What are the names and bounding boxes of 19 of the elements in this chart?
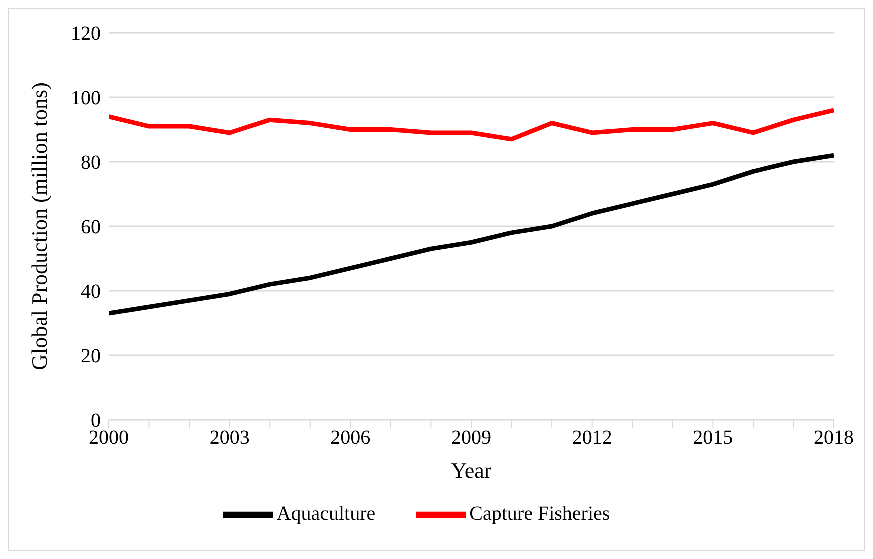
y-tick-label: 20 (81, 346, 101, 368)
x-tick-label: 2009 (452, 427, 492, 450)
x-tick-label: 2015 (693, 427, 734, 450)
x-tick-label: 2003 (210, 427, 250, 450)
y-tick-label: 100 (71, 88, 101, 110)
y-tick-label: 40 (81, 281, 101, 304)
legend-label: Aquaculture (276, 502, 376, 525)
x-tick-label: 2012 (572, 427, 612, 450)
legend-label: Capture Fisheries (470, 502, 610, 525)
y-tick-label: 60 (81, 216, 101, 239)
y-tick-label: 80 (81, 152, 101, 174)
y-tick-label: 120 (71, 23, 101, 46)
y-axis-title: Global Production (million tons) (26, 82, 52, 370)
line-series (109, 108, 834, 142)
x-axis-title: Year (451, 458, 492, 483)
x-tick-label: 2000 (89, 427, 129, 450)
x-tick-label: 2006 (330, 427, 371, 450)
line-series (109, 153, 834, 316)
x-tick-label: 2018 (814, 427, 854, 450)
